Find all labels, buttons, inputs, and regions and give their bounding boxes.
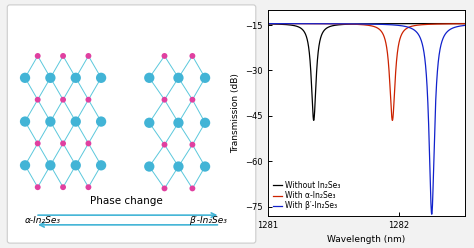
Point — [174, 165, 182, 169]
Point — [34, 98, 42, 102]
Point — [161, 143, 168, 147]
Point — [85, 54, 92, 58]
Y-axis label: Transmission (dB): Transmission (dB) — [231, 73, 240, 153]
Point — [97, 120, 105, 124]
Point — [201, 165, 209, 169]
Point — [161, 186, 168, 190]
Point — [161, 98, 168, 102]
Point — [72, 120, 80, 124]
Point — [59, 185, 67, 189]
Point — [161, 54, 168, 58]
Point — [21, 163, 29, 167]
Text: β′-In₂Se₃: β′-In₂Se₃ — [189, 216, 227, 224]
Point — [189, 186, 196, 190]
Point — [21, 120, 29, 124]
FancyBboxPatch shape — [7, 5, 256, 243]
Point — [85, 98, 92, 102]
Point — [46, 163, 54, 167]
Point — [146, 165, 153, 169]
Point — [189, 54, 196, 58]
Legend: Without In₂Se₃, With α-In₂Se₃, With β′-In₂Se₃: Without In₂Se₃, With α-In₂Se₃, With β′-I… — [272, 180, 342, 212]
Text: Phase change: Phase change — [90, 196, 163, 206]
Point — [34, 185, 42, 189]
Point — [85, 141, 92, 145]
Point — [59, 141, 67, 145]
Point — [97, 163, 105, 167]
Point — [21, 76, 29, 80]
Point — [85, 185, 92, 189]
Point — [174, 76, 182, 80]
Point — [34, 141, 42, 145]
Point — [46, 120, 54, 124]
Point — [201, 76, 209, 80]
Point — [46, 76, 54, 80]
Point — [34, 54, 42, 58]
Point — [72, 76, 80, 80]
Point — [189, 143, 196, 147]
Point — [189, 98, 196, 102]
Point — [97, 76, 105, 80]
Point — [72, 163, 80, 167]
Point — [59, 54, 67, 58]
Point — [146, 121, 153, 125]
Point — [201, 121, 209, 125]
Point — [174, 121, 182, 125]
Point — [146, 76, 153, 80]
X-axis label: Wavelength (nm): Wavelength (nm) — [327, 235, 405, 244]
Point — [59, 98, 67, 102]
Text: α-In₂Se₃: α-In₂Se₃ — [25, 216, 61, 224]
